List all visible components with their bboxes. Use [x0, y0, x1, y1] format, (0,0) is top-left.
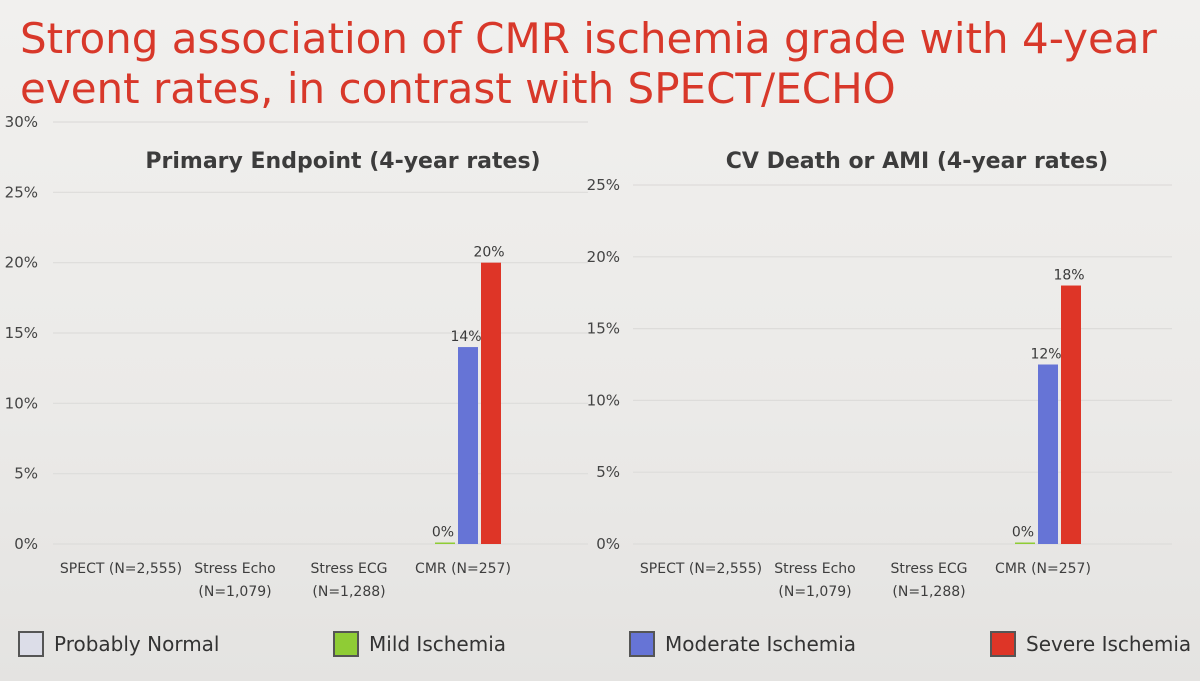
chart-2-y-tick-label: 20%: [587, 248, 620, 266]
chart-1-data-label-mild: 0%: [432, 525, 454, 541]
chart-2-title: CV Death or AMI (4-year rates): [726, 149, 1108, 174]
chart-1-bar-moderate-3: [458, 347, 478, 544]
chart-2-data-label-moderate: 12%: [1030, 347, 1061, 363]
chart-1-bar-mild-3: [435, 542, 455, 544]
chart-1-title: Primary Endpoint (4-year rates): [145, 149, 540, 174]
chart-2-data-label-severe: 18%: [1053, 268, 1084, 284]
slide-title: Strong association of CMR ischemia grade…: [20, 14, 1170, 114]
chart-2-y-tick-label: 15%: [587, 320, 620, 338]
chart-1-x-tick-label: SPECT (N=2,555): [60, 561, 182, 577]
chart-1-y-tick-label: 25%: [5, 183, 38, 201]
chart-1-data-label-severe: 20%: [473, 245, 504, 261]
legend-label-severe-ischemia: Severe Ischemia: [1026, 632, 1192, 656]
chart-1-x-tick-label: (N=1,288): [312, 584, 385, 600]
legend: Probably Normal Mild Ischemia Moderate I…: [0, 624, 1200, 664]
chart-1-y-tick-label: 30%: [5, 113, 38, 131]
chart-1-data-label-moderate: 14%: [450, 329, 481, 345]
chart-2-x-tick-label: Stress ECG: [891, 561, 968, 577]
legend-swatch-moderate-ischemia: [629, 631, 655, 657]
legend-label-probably-normal: Probably Normal: [54, 632, 220, 656]
chart-2-x-tick-label: (N=1,288): [892, 584, 965, 600]
legend-item-moderate-ischemia: Moderate Ischemia: [629, 624, 856, 664]
legend-item-severe-ischemia: Severe Ischemia: [990, 624, 1191, 664]
chart-2-y-tick-label: 0%: [596, 535, 620, 553]
chart-2-y-tick-label: 25%: [587, 176, 620, 194]
chart-2-bar-moderate-3: [1038, 364, 1058, 544]
legend-label-moderate-ischemia: Moderate Ischemia: [665, 632, 857, 656]
chart-1-y-tick-label: 20%: [5, 254, 38, 272]
chart-1-y-tick-label: 5%: [14, 465, 38, 483]
legend-label-mild-ischemia: Mild Ischemia: [369, 632, 507, 656]
chart-2-x-tick-label: SPECT (N=2,555): [640, 561, 762, 577]
chart-2-y-tick-label: 10%: [587, 391, 620, 409]
chart-1-x-tick-label: Stress Echo: [194, 561, 275, 577]
slide-title-line-1: Strong association of CMR ischemia grade…: [20, 14, 1157, 63]
chart-1-y-tick-label: 10%: [5, 394, 38, 412]
charts-area: 0% 5% 10% 15% 20% 25% 30% Primary Endpoint (4-y…: [5, 113, 1172, 600]
chart-1-y-tick-label: 0%: [14, 535, 38, 553]
chart-1-bar-severe-3: [481, 262, 501, 544]
chart-2-x-tick-label: Stress Echo: [774, 561, 855, 577]
slide-title-line-2: event rates, in contrast with SPECT/ECHO: [20, 64, 896, 113]
chart-1-x-tick-label: CMR (N=257): [415, 561, 511, 577]
legend-swatch-severe-ischemia: [990, 631, 1016, 657]
chart-2-y-tick-label: 5%: [596, 463, 620, 481]
chart-2-data-label-mild: 0%: [1012, 525, 1034, 541]
chart-2-x-tick-label: (N=1,079): [778, 584, 851, 600]
legend-swatch-mild-ischemia: [333, 631, 359, 657]
chart-2-x-tick-label: CMR (N=257): [995, 561, 1091, 577]
chart-2-bar-severe-3: [1061, 285, 1081, 544]
chart-1-y-tick-label: 15%: [5, 324, 38, 342]
chart-1-x-tick-label: (N=1,079): [198, 584, 271, 600]
chart-1-x-tick-label: Stress ECG: [311, 561, 388, 577]
legend-swatch-probably-normal: [18, 631, 44, 657]
legend-item-probably-normal: Probably Normal: [18, 624, 220, 664]
chart-2-bar-mild-3: [1015, 542, 1035, 544]
legend-item-mild-ischemia: Mild Ischemia: [333, 624, 506, 664]
